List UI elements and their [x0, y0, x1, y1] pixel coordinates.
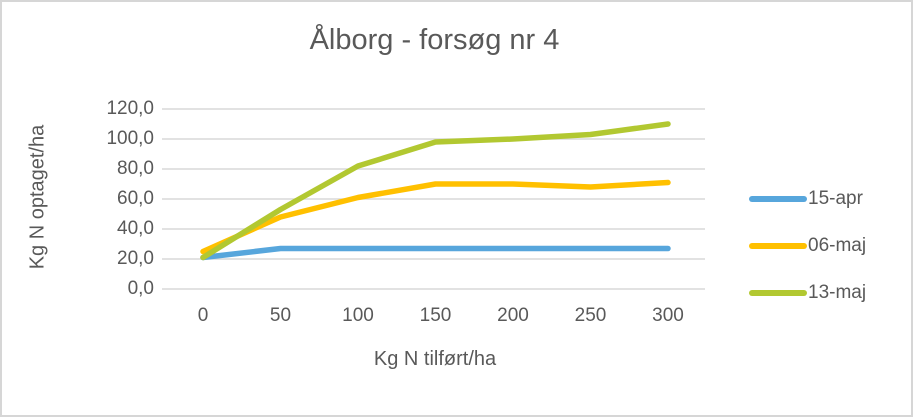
legend-item-13-maj: 13-maj	[749, 282, 866, 304]
legend-line-icon	[749, 243, 807, 249]
x-tick-label: 0	[197, 305, 209, 326]
legend-line-icon	[749, 196, 807, 202]
y-tick-label: 0,0	[127, 278, 154, 299]
legend-line-icon	[749, 290, 807, 296]
y-tick-label: 40,0	[117, 218, 154, 239]
legend-label: 15-apr	[808, 188, 863, 209]
y-tick-label: 100,0	[106, 128, 154, 149]
chart-title: Ålborg - forsøg nr 4	[309, 24, 560, 56]
series-line-13-maj	[200, 121, 671, 261]
legend-label: 06-maj	[808, 235, 867, 256]
legend-label: 13-maj	[808, 282, 867, 303]
x-tick-label: 250	[574, 305, 607, 326]
x-axis-title: Kg N tilført/ha	[373, 348, 497, 370]
series-line-06-maj	[200, 179, 671, 255]
legend-item-06-maj: 06-maj	[749, 235, 866, 257]
x-tick-label: 100	[342, 305, 374, 326]
series-line-15-apr	[200, 245, 671, 261]
y-axis-title: Kg N optaget/ha	[26, 124, 49, 270]
x-tick-label: 50	[269, 305, 292, 326]
y-tick-label: 20,0	[117, 248, 154, 269]
x-tick-label: 300	[652, 305, 684, 326]
y-tick-label: 60,0	[117, 188, 154, 209]
y-tick-label: 120,0	[106, 98, 154, 119]
x-tick-label: 150	[419, 305, 452, 326]
y-tick-label: 80,0	[117, 158, 154, 179]
legend-item-15-apr: 15-apr	[749, 188, 863, 210]
x-tick-label: 200	[497, 305, 529, 326]
